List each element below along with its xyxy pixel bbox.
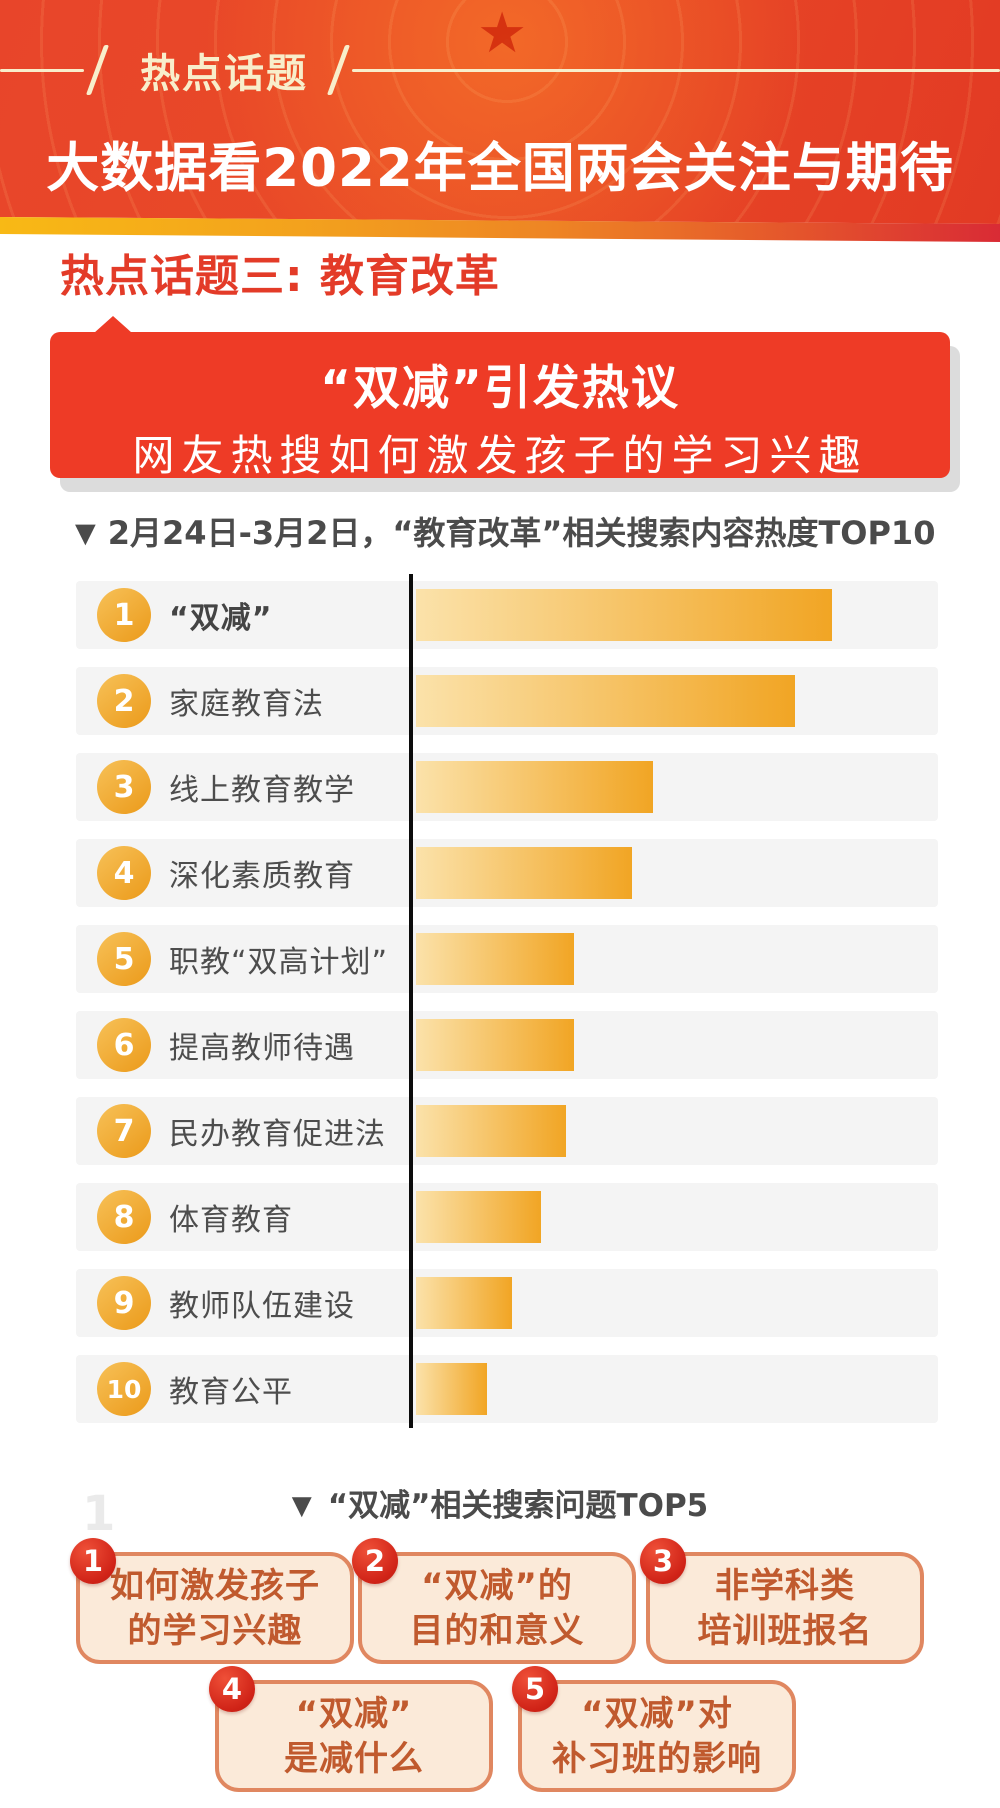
chart-row: 3 线上教育教学 xyxy=(76,753,938,821)
question-line1: 非学科类 xyxy=(715,1566,855,1606)
tag-line-right xyxy=(352,69,1000,72)
bar-label: 线上教育教学 xyxy=(169,773,355,808)
heat-bar xyxy=(416,675,795,727)
rank-badge: 1 xyxy=(70,1538,116,1584)
heat-bar xyxy=(416,933,574,985)
bar-label: 教师队伍建设 xyxy=(169,1289,355,1324)
rank-badge: 4 xyxy=(209,1666,255,1712)
chart-row: 1 “双减” xyxy=(76,581,938,649)
top5-title: ▼ “双减”相关搜索问题TOP5 xyxy=(0,1480,1000,1525)
heat-bar xyxy=(416,761,653,813)
rank-badge: 4 xyxy=(97,846,151,900)
chart-baseline-axis xyxy=(409,574,413,1428)
chart-title: ▼ 2月24日-3月2日，“教育改革”相关搜索内容热度TOP10 xyxy=(75,508,945,554)
rank-badge: 3 xyxy=(97,760,151,814)
top5-question-box: 4 “双减” 是减什么 xyxy=(209,1666,493,1792)
heat-bar xyxy=(416,1363,487,1415)
top5-question-box: 2 “双减”的 目的和意义 xyxy=(352,1538,636,1664)
chart-row: 7 民办教育促进法 xyxy=(76,1097,938,1165)
page-title: 大数据看2022年全国两会关注与期待 xyxy=(46,138,954,199)
rank-badge: 2 xyxy=(352,1538,398,1584)
section-heading: 热点话题三: 教育改革 xyxy=(60,251,500,302)
top5-question-box: 1 如何激发孩子 的学习兴趣 xyxy=(70,1538,354,1664)
rank-badge: 7 xyxy=(97,1104,151,1158)
rank-badge: 5 xyxy=(97,932,151,986)
question-line1: 如何激发孩子 xyxy=(110,1566,320,1606)
question-line1: “双减”的 xyxy=(421,1566,573,1606)
heat-bar xyxy=(416,1105,566,1157)
bar-label: 教育公平 xyxy=(169,1375,293,1410)
chart-row: 8 体育教育 xyxy=(76,1183,938,1251)
question-line2: 补习班的影响 xyxy=(552,1739,762,1779)
chart-rows: 1 “双减” 2 家庭教育法 3 线上教育教学 4 深化素质教育 5 职教“双高… xyxy=(76,581,938,1441)
tag-slash-left-icon xyxy=(85,45,110,95)
top5-title-text: “双减”相关搜索问题TOP5 xyxy=(327,1488,709,1524)
highlight-banner: “双减”引发热议 网友热搜如何激发孩子的学习兴趣 xyxy=(50,316,950,480)
rank-badge: 8 xyxy=(97,1190,151,1244)
tag-slash-right-icon xyxy=(326,45,351,95)
rank-badge: 6 xyxy=(97,1018,151,1072)
chart-row: 10 教育公平 xyxy=(76,1355,938,1423)
heat-bar xyxy=(416,847,632,899)
heat-bar xyxy=(416,1277,512,1329)
question-line1: “双减” xyxy=(295,1694,413,1734)
tag-line-left xyxy=(0,69,84,72)
banner-subline: 网友热搜如何激发孩子的学习兴趣 xyxy=(132,431,868,480)
heat-bar xyxy=(416,1019,574,1071)
background-watermark-number: 1 xyxy=(82,1486,116,1542)
top5-question-box: 3 非学科类 培训班报名 xyxy=(640,1538,924,1664)
question-line2: 目的和意义 xyxy=(409,1611,585,1651)
bar-label: 深化素质教育 xyxy=(169,859,355,894)
rank-badge: 3 xyxy=(640,1538,686,1584)
rank-badge: 2 xyxy=(97,674,151,728)
banner-headline: “双减”引发热议 xyxy=(320,361,680,416)
chart-row: 9 教师队伍建设 xyxy=(76,1269,938,1337)
bar-label: 提高教师待遇 xyxy=(169,1031,355,1066)
heat-bar xyxy=(416,1191,541,1243)
rank-badge: 9 xyxy=(97,1276,151,1330)
bar-label: 职教“双高计划” xyxy=(169,945,389,980)
header-banner: ★ 热点话题 大数据看2022年全国两会关注与期待 xyxy=(0,0,1000,224)
question-line2: 培训班报名 xyxy=(697,1611,873,1651)
chart-title-text: 2月24日-3月2日，“教育改革”相关搜索内容热度TOP10 xyxy=(107,514,936,552)
rank-badge: 1 xyxy=(97,588,151,642)
chart-row: 2 家庭教育法 xyxy=(76,667,938,735)
chart-row: 5 职教“双高计划” xyxy=(76,925,938,993)
rank-badge: 5 xyxy=(512,1666,558,1712)
bar-label: 家庭教育法 xyxy=(169,687,324,722)
question-line2: 是减什么 xyxy=(284,1739,424,1779)
star-icon: ★ xyxy=(477,1,528,66)
bar-label: 体育教育 xyxy=(169,1203,293,1238)
rank-badge: 10 xyxy=(97,1362,151,1416)
tag-label: 热点话题 xyxy=(140,51,308,97)
bar-label: 民办教育促进法 xyxy=(169,1117,386,1152)
triangle-marker-icon: ▼ xyxy=(291,1491,312,1521)
top5-question-box: 5 “双减”对 补习班的影响 xyxy=(512,1666,796,1792)
question-line2: 的学习兴趣 xyxy=(127,1611,303,1651)
chart-row: 6 提高教师待遇 xyxy=(76,1011,938,1079)
heat-bar xyxy=(416,589,832,641)
question-line1: “双减”对 xyxy=(581,1694,733,1734)
triangle-marker-icon: ▼ xyxy=(75,518,96,549)
chart-row: 4 深化素质教育 xyxy=(76,839,938,907)
bar-label: “双减” xyxy=(169,601,273,636)
